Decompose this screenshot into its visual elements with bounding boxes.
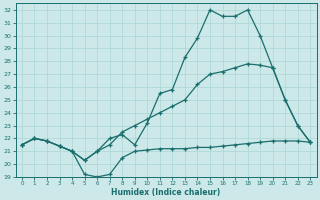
X-axis label: Humidex (Indice chaleur): Humidex (Indice chaleur) bbox=[111, 188, 221, 197]
